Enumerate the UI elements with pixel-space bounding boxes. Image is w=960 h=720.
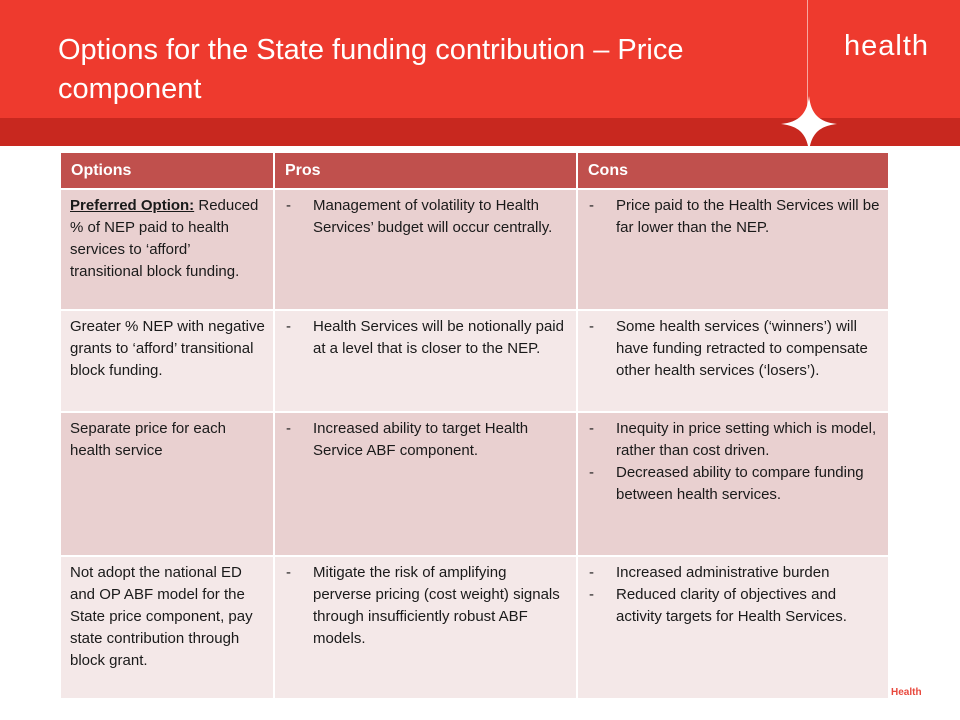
- bullet-marker: -: [286, 318, 291, 335]
- list-item: - Increased ability to target Health Ser…: [284, 418, 568, 462]
- header-divider: [807, 0, 808, 118]
- bullet-marker: -: [589, 420, 594, 437]
- pros-text: Health Services will be notionally paid …: [313, 318, 564, 357]
- header-pros: Pros: [274, 153, 578, 190]
- bullet-marker: -: [589, 586, 594, 603]
- table-row: Not adopt the national ED and OP ABF mod…: [61, 556, 888, 700]
- list-item: - Decreased ability to compare funding b…: [587, 462, 880, 506]
- sparkle-icon: [781, 96, 837, 152]
- bullet-marker: -: [589, 197, 594, 214]
- bullet-marker: -: [286, 197, 291, 214]
- list-item: - Mitigate the risk of amplifying perver…: [284, 562, 568, 650]
- cons-text: Reduced clarity of objectives and activi…: [616, 586, 847, 625]
- pros-cell: - Management of volatility to Health Ser…: [274, 189, 578, 311]
- header-cons: Cons: [577, 153, 888, 190]
- footer-brand: Health: [891, 687, 922, 698]
- table-header-row: Options Pros Cons: [61, 153, 888, 190]
- table-row: Separate price for each health service -…: [61, 412, 888, 557]
- bullet-marker: -: [589, 564, 594, 581]
- list-item: - Price paid to the Health Services will…: [587, 195, 880, 239]
- list-item: - Health Services will be notionally pai…: [284, 316, 568, 360]
- list-item: - Some health services (‘winners’) will …: [587, 316, 880, 382]
- pros-cell: - Mitigate the risk of amplifying perver…: [274, 556, 578, 700]
- cons-text: Inequity in price setting which is model…: [616, 420, 877, 459]
- brand-logo-text: health: [844, 30, 930, 62]
- bullet-marker: -: [286, 420, 291, 437]
- option-cell: Separate price for each health service: [61, 412, 275, 557]
- pros-text: Increased ability to target Health Servi…: [313, 420, 529, 459]
- list-item: - Inequity in price setting which is mod…: [587, 418, 880, 462]
- options-table: Options Pros Cons Preferred Option: Redu…: [61, 153, 888, 700]
- table-row: Greater % NEP with negative grants to ‘a…: [61, 310, 888, 413]
- header-options: Options: [61, 153, 275, 190]
- cons-text: Decreased ability to compare funding bet…: [616, 464, 864, 503]
- option-cell: Preferred Option: Reduced % of NEP paid …: [61, 189, 275, 311]
- cons-cell: - Increased administrative burden - Redu…: [577, 556, 888, 700]
- option-cell: Greater % NEP with negative grants to ‘a…: [61, 310, 275, 413]
- table-row: Preferred Option: Reduced % of NEP paid …: [61, 189, 888, 311]
- cons-text: Some health services (‘winners’) will ha…: [616, 318, 868, 379]
- list-item: - Management of volatility to Health Ser…: [284, 195, 568, 239]
- bullet-marker: -: [589, 464, 594, 481]
- option-text: Reduced % of NEP paid to health services…: [70, 197, 259, 280]
- list-item: - Reduced clarity of objectives and acti…: [587, 584, 880, 628]
- pros-cell: - Increased ability to target Health Ser…: [274, 412, 578, 557]
- option-cell: Not adopt the national ED and OP ABF mod…: [61, 556, 275, 700]
- cons-cell: - Price paid to the Health Services will…: [577, 189, 888, 311]
- cons-cell: - Inequity in price setting which is mod…: [577, 412, 888, 557]
- preferred-option-label: Preferred Option:: [70, 197, 195, 214]
- bullet-marker: -: [286, 564, 291, 581]
- pros-cell: - Health Services will be notionally pai…: [274, 310, 578, 413]
- slide-title: Options for the State funding contributi…: [58, 34, 684, 105]
- pros-text: Management of volatility to Health Servi…: [313, 197, 553, 236]
- cons-text: Price paid to the Health Services will b…: [616, 197, 880, 236]
- slide-header: [0, 0, 960, 118]
- pros-text: Mitigate the risk of amplifying perverse…: [313, 564, 560, 647]
- cons-cell: - Some health services (‘winners’) will …: [577, 310, 888, 413]
- bullet-marker: -: [589, 318, 594, 335]
- list-item: - Increased administrative burden: [587, 562, 880, 584]
- cons-text: Increased administrative burden: [616, 564, 830, 581]
